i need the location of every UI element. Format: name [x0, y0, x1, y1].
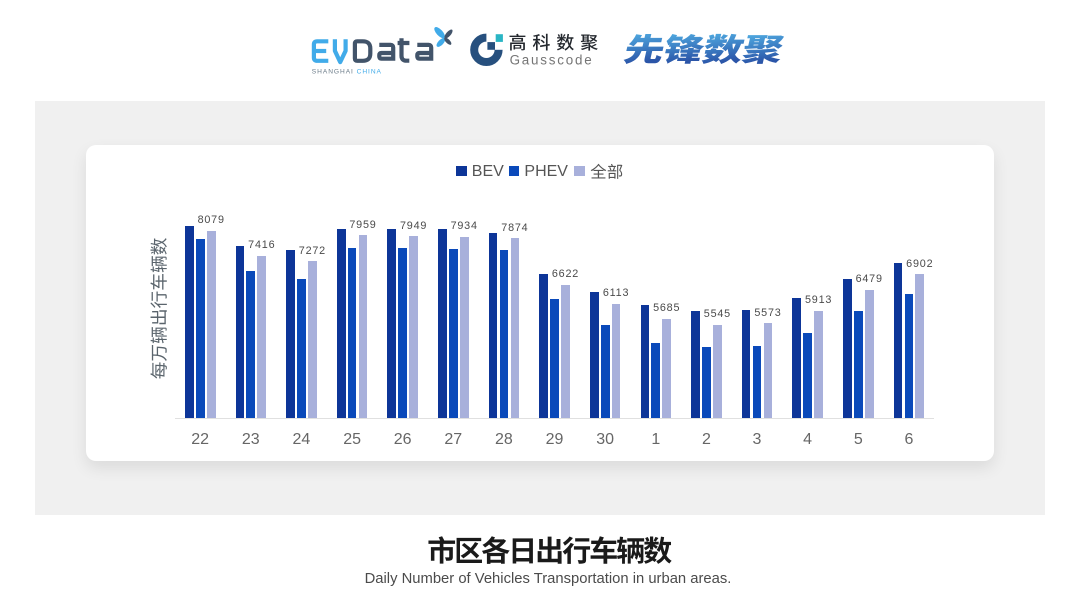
- svg-text:Gausscode: Gausscode: [510, 53, 594, 68]
- svg-text:SHANGHAI CHINA: SHANGHAI CHINA: [312, 69, 382, 76]
